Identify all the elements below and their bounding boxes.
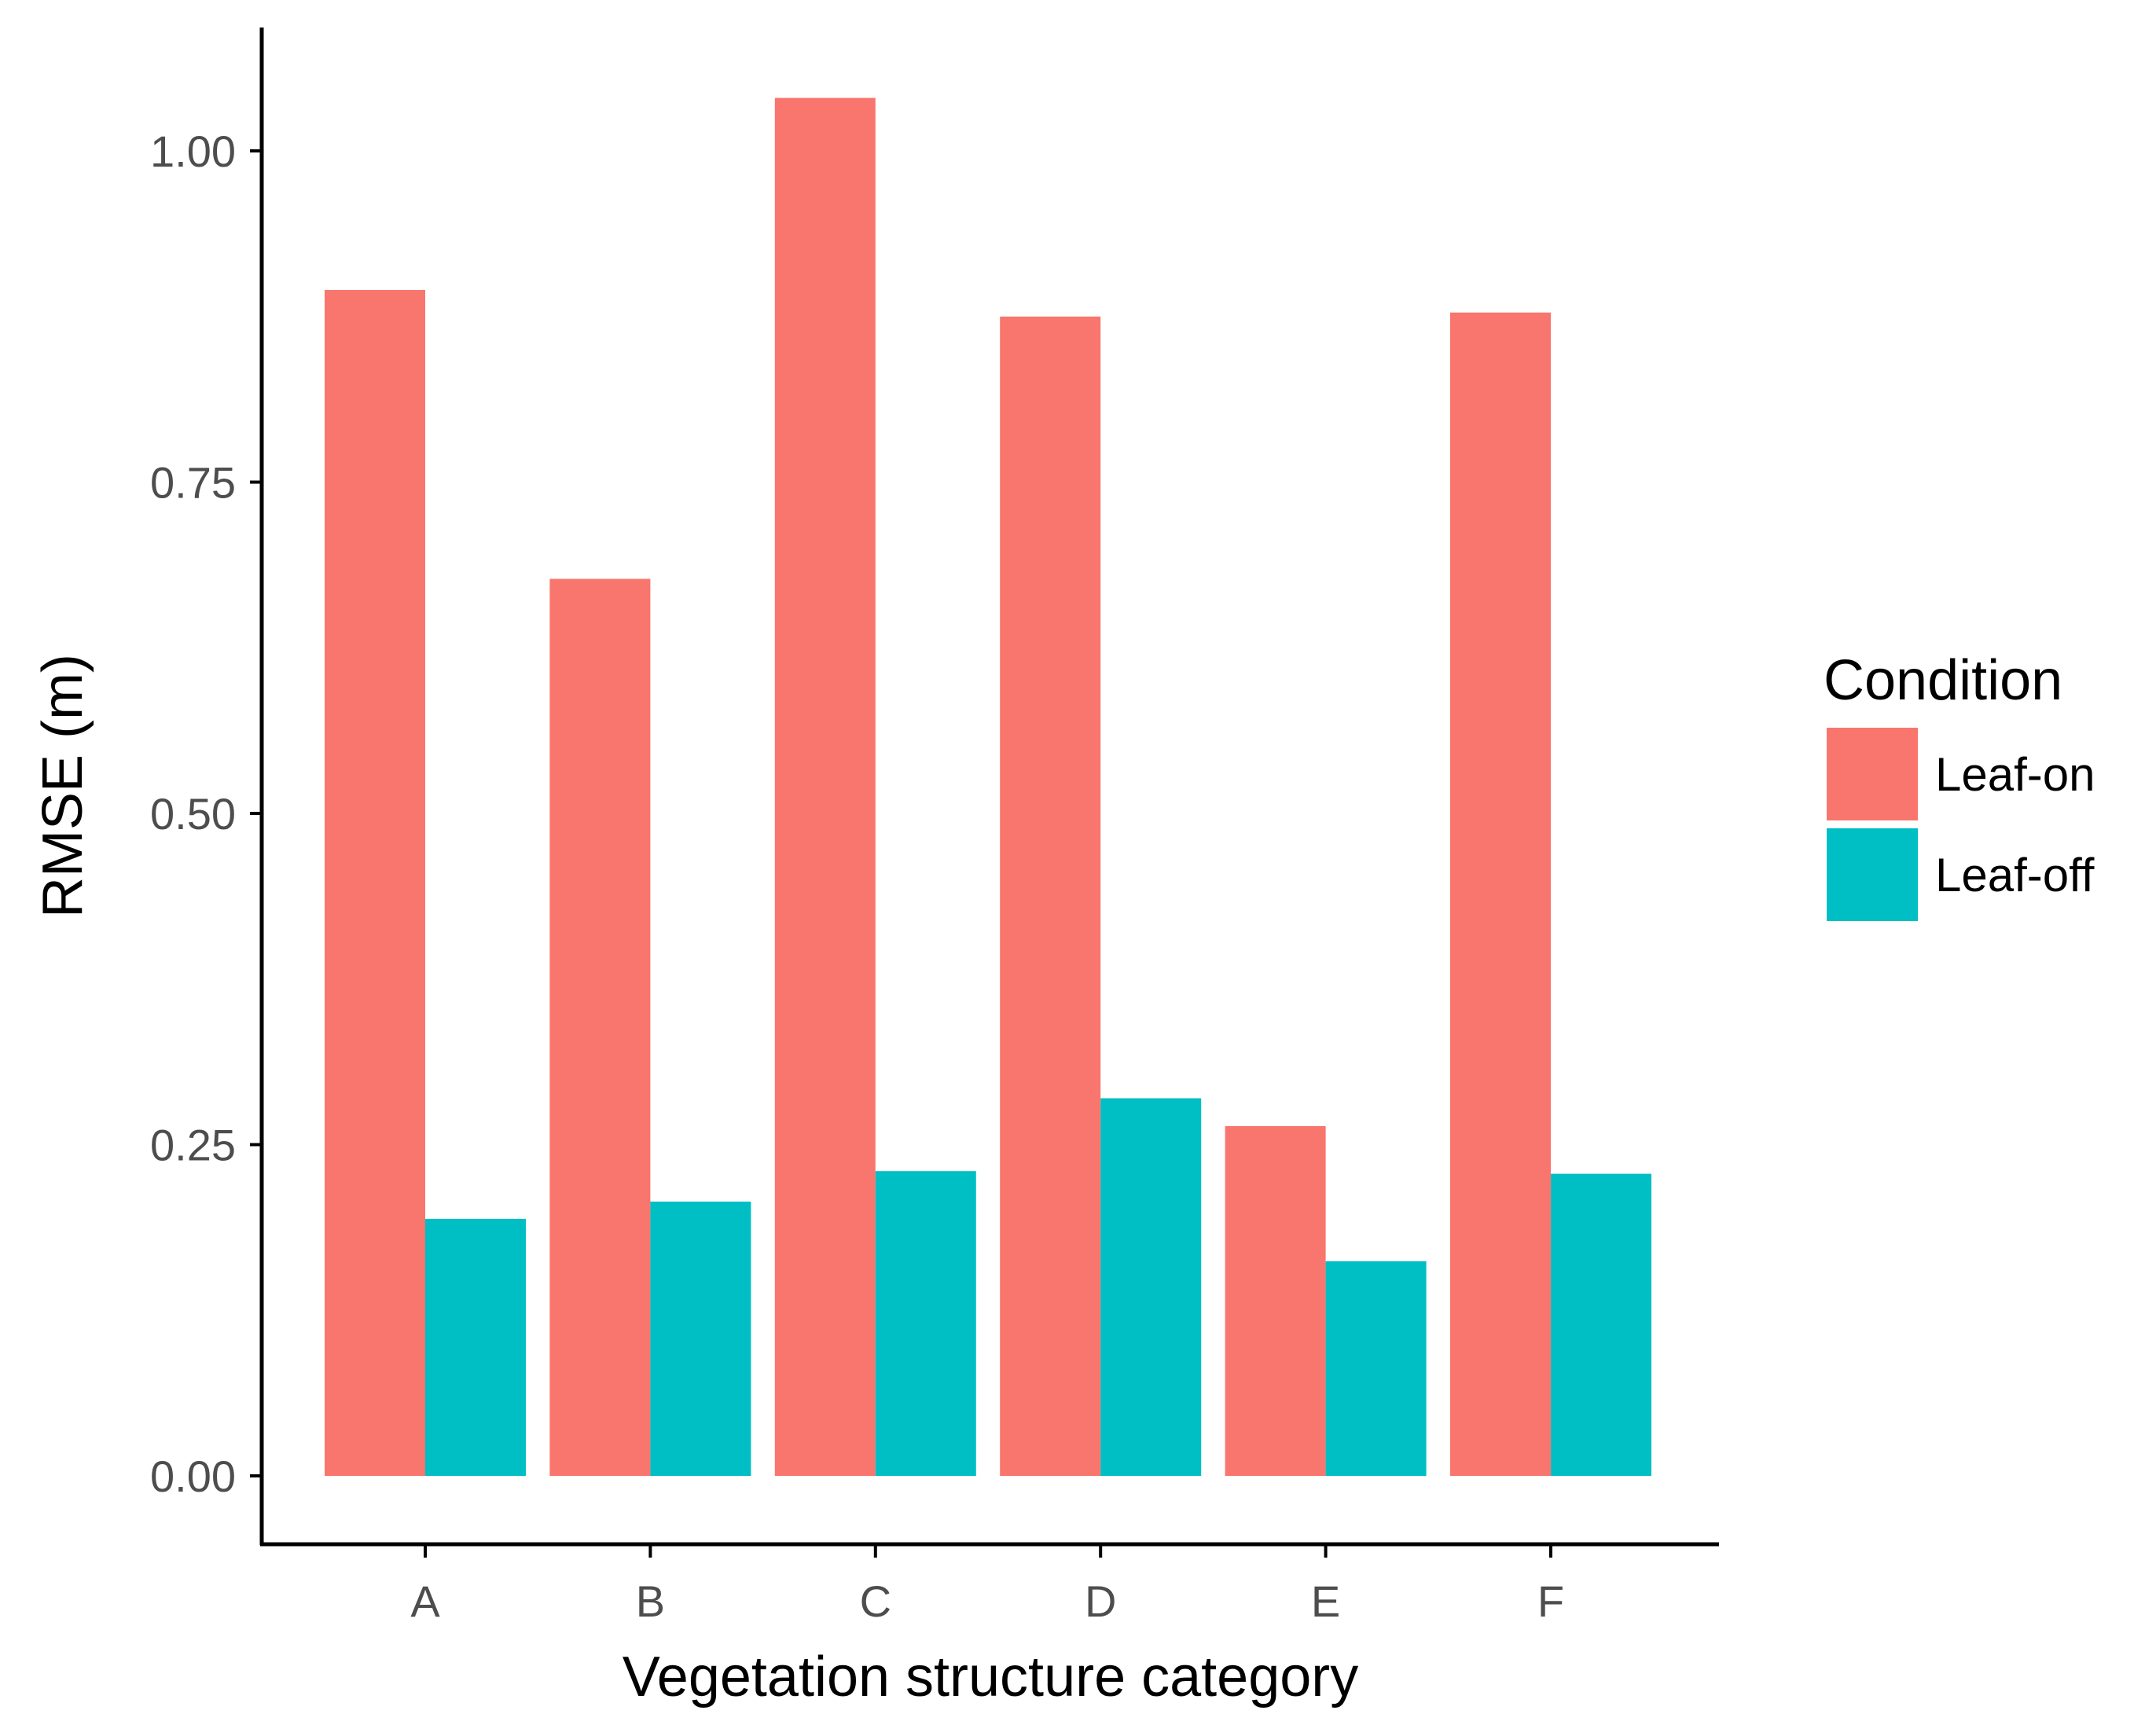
x-axis-title: Vegetation structure category <box>623 1646 1359 1708</box>
legend-item-leaf-on: Leaf-on <box>1827 728 2095 820</box>
bar-e-leaf-off <box>1325 1261 1427 1476</box>
bar-group-a <box>325 290 526 1476</box>
y-tick-label: 0.25 <box>150 1121 236 1170</box>
legend: Condition Leaf-on Leaf-off <box>1824 649 2095 921</box>
legend-label: Leaf-on <box>1935 748 2095 801</box>
bars-layer <box>325 97 1651 1477</box>
x-tick-label-c: C <box>860 1576 891 1626</box>
legend-title: Condition <box>1824 649 2062 712</box>
y-tick-label: 1.00 <box>150 127 236 176</box>
bar-c-leaf-off <box>875 1171 976 1476</box>
bar-d-leaf-off <box>1100 1098 1202 1476</box>
x-tick-label-e: E <box>1311 1576 1340 1626</box>
bar-b-leaf-off <box>650 1202 751 1476</box>
bar-d-leaf-on <box>1000 316 1101 1477</box>
legend-items: Leaf-on Leaf-off <box>1827 728 2095 921</box>
bar-group-e <box>1225 1125 1427 1476</box>
bar-a-leaf-on <box>325 290 425 1476</box>
bar-group-b <box>549 578 751 1476</box>
legend-item-leaf-off: Leaf-off <box>1827 828 2095 921</box>
bar-group-f <box>1450 312 1651 1477</box>
bar-e-leaf-on <box>1225 1125 1326 1476</box>
y-tick-label: 0.00 <box>150 1452 236 1501</box>
y-ticks: 0.00 0.25 0.50 0.75 1.00 <box>150 127 262 1501</box>
axes-layer <box>259 28 1719 1547</box>
bar-group-c <box>774 97 976 1477</box>
bar-a-leaf-off <box>425 1218 526 1476</box>
bar-f-leaf-on <box>1450 312 1551 1477</box>
x-tick-label-b: B <box>636 1576 665 1626</box>
y-axis-title: RMSE (m) <box>31 654 94 918</box>
bar-b-leaf-on <box>549 578 651 1476</box>
x-ticks: A B C D E F <box>410 1544 1564 1626</box>
legend-key <box>1827 728 1918 820</box>
x-tick-label-f: F <box>1537 1576 1564 1626</box>
legend-label: Leaf-off <box>1935 849 2095 901</box>
y-tick-label: 0.50 <box>150 789 236 839</box>
legend-key <box>1827 828 1918 921</box>
bar-f-leaf-off <box>1551 1173 1651 1476</box>
y-tick-label: 0.75 <box>150 458 236 508</box>
x-tick-label-d: D <box>1085 1576 1116 1626</box>
x-tick-label-a: A <box>410 1576 440 1626</box>
bar-group-d <box>1000 316 1202 1477</box>
bar-c-leaf-on <box>774 97 876 1477</box>
